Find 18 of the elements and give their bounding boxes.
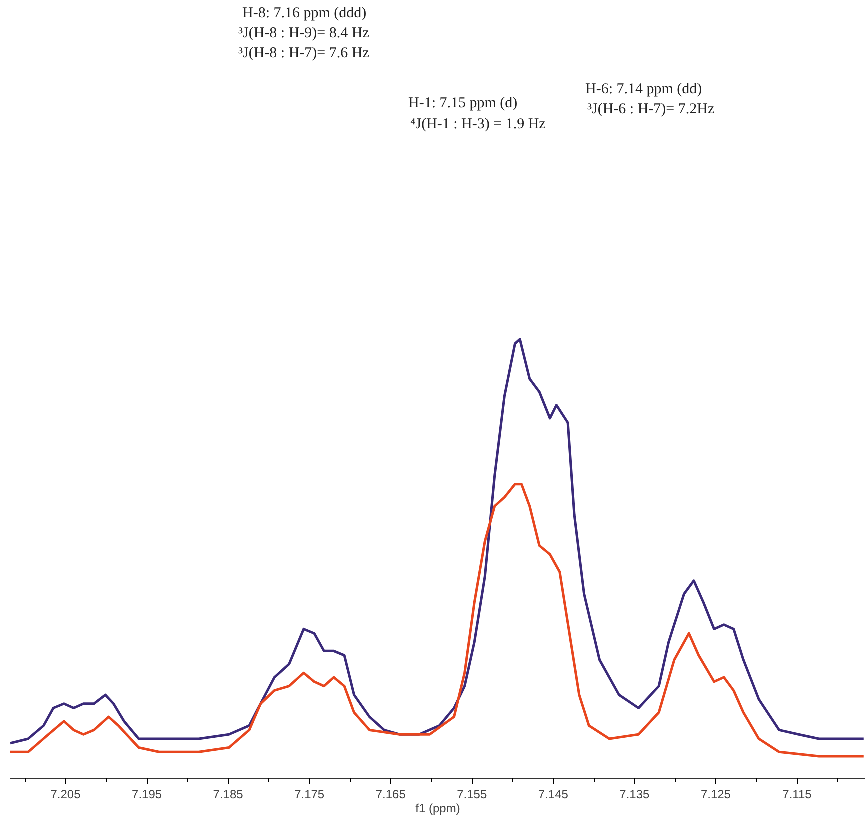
text: ³J(H-8 : H-9)= 8.4 Hz xyxy=(238,26,370,42)
x-tick-label: 7.135 xyxy=(620,788,650,802)
x-tick-label: 7.175 xyxy=(294,788,325,802)
x-tick-label: 7.185 xyxy=(213,788,244,802)
x-tick-label: 7.195 xyxy=(132,788,162,802)
x-tick-label: 7.165 xyxy=(376,788,406,802)
text: ³J(H-8 : H-7)= 7.6 Hz xyxy=(238,46,370,62)
text: ³J(H-6 : H-7)= 7.2Hz xyxy=(588,102,715,118)
x-tick-label: 7.155 xyxy=(457,788,488,802)
x-tick-label: 7.205 xyxy=(50,788,82,802)
x-tick-label: 7.145 xyxy=(538,788,569,802)
text: H-1: 7.15 ppm (d) xyxy=(408,96,518,112)
x-axis-title: f1 (ppm) xyxy=(416,802,460,816)
text: ⁴J(H-1 : H-3) = 1.9 Hz xyxy=(410,116,546,132)
x-tick-label: 7.125 xyxy=(700,788,732,802)
text: H-8: 7.16 ppm (ddd) xyxy=(242,6,367,22)
x-tick-label: 7.115 xyxy=(782,788,812,802)
text: H-6: 7.14 ppm (dd) xyxy=(586,82,702,98)
